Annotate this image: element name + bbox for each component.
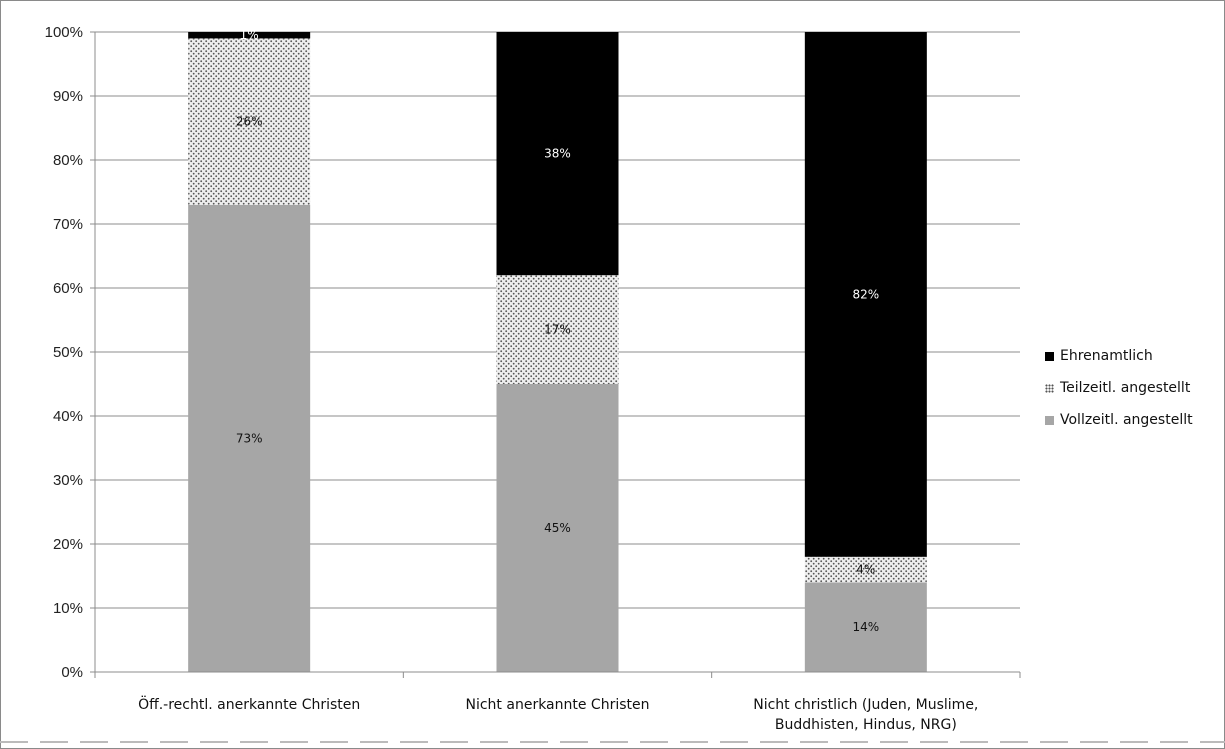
bar-segment-vollzeitl-angestellt	[496, 384, 619, 672]
x-category-label: Nicht christlich (Juden, Muslime,	[753, 697, 978, 713]
legend-swatch	[1045, 351, 1054, 361]
bar-segment-ehrenamtlich	[804, 32, 927, 557]
bar-segment-teilzeitl-angestellt	[804, 556, 927, 583]
y-tick-label: 40%	[53, 408, 83, 425]
y-tick-label: 100%	[45, 24, 83, 41]
bar-segment-vollzeitl-angestellt	[804, 582, 927, 672]
legend-swatch	[1045, 415, 1054, 425]
legend-label: Teilzeitl. angestellt	[1060, 380, 1191, 396]
y-tick-label: 0%	[61, 664, 83, 681]
data-label: 26%	[236, 115, 263, 129]
data-label: 1%	[240, 28, 259, 42]
data-label: 38%	[544, 147, 571, 161]
y-axis: 0% 10% 20% 30% 40% 50% 60% 70% 80% 90% 100%	[45, 24, 96, 681]
x-category-label: Nicht anerkannte Christen	[466, 697, 650, 713]
y-tick-label: 50%	[53, 344, 83, 361]
legend-item: Teilzeitl. angestellt	[1045, 372, 1225, 404]
bar-segment-vollzeitl-angestellt	[188, 204, 311, 673]
y-tick-label: 20%	[53, 536, 83, 553]
legend-item: Ehrenamtlich	[1045, 340, 1225, 372]
bar-segment-teilzeitl-angestellt	[496, 275, 619, 384]
bars: 73% 26% 1% 45% 17% 38% 14% 4% 82%	[188, 28, 927, 673]
data-label: 45%	[544, 521, 571, 535]
bottom-divider	[0, 741, 1225, 743]
data-label: 82%	[852, 287, 879, 301]
data-label: 4%	[856, 563, 875, 577]
x-axis: Öff.-rechtl. anerkannte Christen Nicht an…	[94, 671, 1021, 733]
bar-segment-ehrenamtlich	[496, 32, 619, 276]
data-label: 17%	[544, 323, 571, 337]
data-label: 73%	[236, 431, 263, 445]
legend-swatch	[1045, 383, 1054, 393]
y-tick-label: 10%	[53, 600, 83, 617]
bar-segment-ehrenamtlich	[188, 32, 311, 39]
legend-item: Vollzeitl. angestellt	[1045, 404, 1225, 436]
y-tick-label: 60%	[53, 280, 83, 297]
y-tick-label: 30%	[53, 472, 83, 489]
x-category-label: Buddhisten, Hindus, NRG)	[775, 717, 957, 733]
bar-segment-teilzeitl-angestellt	[188, 38, 311, 205]
x-category-label: Öff.-rechtl. anerkannte Christen	[138, 695, 360, 713]
legend-label: Ehrenamtlich	[1060, 348, 1153, 364]
legend: Ehrenamtlich Teilzeitl. angestellt Vollzei…	[1045, 340, 1225, 436]
data-label: 14%	[852, 620, 879, 634]
y-tick-label: 70%	[53, 216, 83, 233]
y-tick-label: 90%	[53, 88, 83, 105]
y-tick-label: 80%	[53, 152, 83, 169]
legend-label: Vollzeitl. angestellt	[1060, 412, 1193, 428]
